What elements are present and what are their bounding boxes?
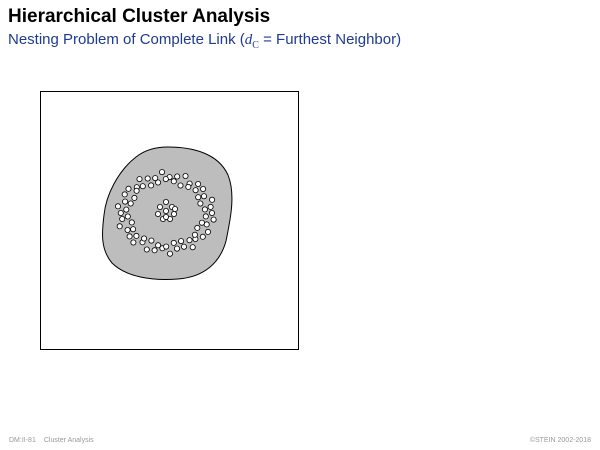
slide-number: DM:II-81 (9, 437, 36, 444)
ring-point (197, 200, 204, 207)
cluster-diagram (40, 91, 299, 350)
ring-point (167, 250, 174, 257)
footer-copyright: ©STEIN 2002-2018 (529, 437, 591, 444)
ring-point (133, 187, 140, 194)
ring-point (116, 223, 123, 230)
ring-point (148, 237, 155, 244)
ring-point (130, 226, 137, 233)
ring-point (199, 233, 206, 240)
ring-point (210, 216, 217, 223)
ring-point (207, 203, 214, 210)
ring-point (126, 233, 133, 240)
center-point (171, 206, 178, 213)
ring-point (180, 243, 187, 250)
ring-point (202, 213, 209, 220)
distance-symbol: dC (244, 32, 259, 51)
ring-point (155, 179, 162, 186)
ring-point (192, 187, 199, 194)
ring-point (133, 232, 140, 239)
ring-point (148, 182, 155, 189)
subtitle-prefix: Nesting Problem of Complete Link ( (8, 31, 245, 48)
ring-point (136, 176, 143, 183)
ring-point (124, 213, 131, 220)
section-name: Cluster Analysis (43, 437, 94, 444)
ring-point (119, 216, 126, 223)
ring-point (124, 226, 131, 233)
ring-point (155, 242, 162, 249)
footer-slide-info: DM:II-81 Cluster Analysis (9, 437, 94, 444)
ring-point (200, 186, 207, 193)
ring-point (204, 228, 211, 235)
ring-point (141, 235, 148, 242)
distance-symbol-var: d (244, 32, 253, 48)
data-points (115, 169, 217, 257)
ring-point (115, 203, 122, 210)
ring-point (131, 194, 138, 201)
ring-point (178, 238, 185, 245)
ring-point (182, 173, 189, 180)
ring-point (143, 246, 150, 253)
ring-point (195, 194, 202, 201)
ring-point (186, 237, 193, 244)
ring-point (159, 169, 166, 176)
ring-point (117, 210, 124, 217)
ring-point (195, 181, 202, 188)
ring-point (209, 196, 216, 203)
center-point (163, 208, 170, 215)
center-point (155, 211, 162, 218)
ring-point (200, 193, 207, 200)
center-point (157, 204, 164, 211)
ring-point (163, 243, 170, 250)
distance-symbol-sub: C (252, 40, 259, 51)
center-point (170, 211, 177, 218)
ring-point (194, 224, 201, 231)
ring-point (144, 175, 151, 182)
page-subtitle: Nesting Problem of Complete Link (dC = F… (8, 31, 401, 51)
center-point (163, 199, 170, 206)
subtitle-suffix: = Furthest Neighbor) (258, 31, 402, 48)
ring-point (125, 185, 132, 192)
ring-point (185, 183, 192, 190)
ring-point (173, 245, 180, 252)
ring-point (127, 200, 134, 207)
ring-point (139, 183, 146, 190)
ring-point (121, 191, 128, 198)
ring-point (174, 173, 181, 180)
ring-point (151, 247, 158, 254)
ring-point (130, 239, 137, 246)
ring-point (170, 239, 177, 246)
ring-point (201, 206, 208, 213)
center-point (163, 214, 170, 221)
page-title: Hierarchical Cluster Analysis (8, 6, 271, 27)
ring-point (152, 175, 159, 182)
ring-point (162, 176, 169, 183)
ring-point (122, 198, 129, 205)
ring-point (208, 210, 215, 217)
ring-point (170, 178, 177, 185)
ring-point (198, 219, 205, 226)
ring-point (189, 244, 196, 251)
ring-point (128, 219, 135, 226)
ring-point (177, 182, 184, 189)
ring-point (123, 206, 130, 213)
ring-point (191, 231, 198, 238)
